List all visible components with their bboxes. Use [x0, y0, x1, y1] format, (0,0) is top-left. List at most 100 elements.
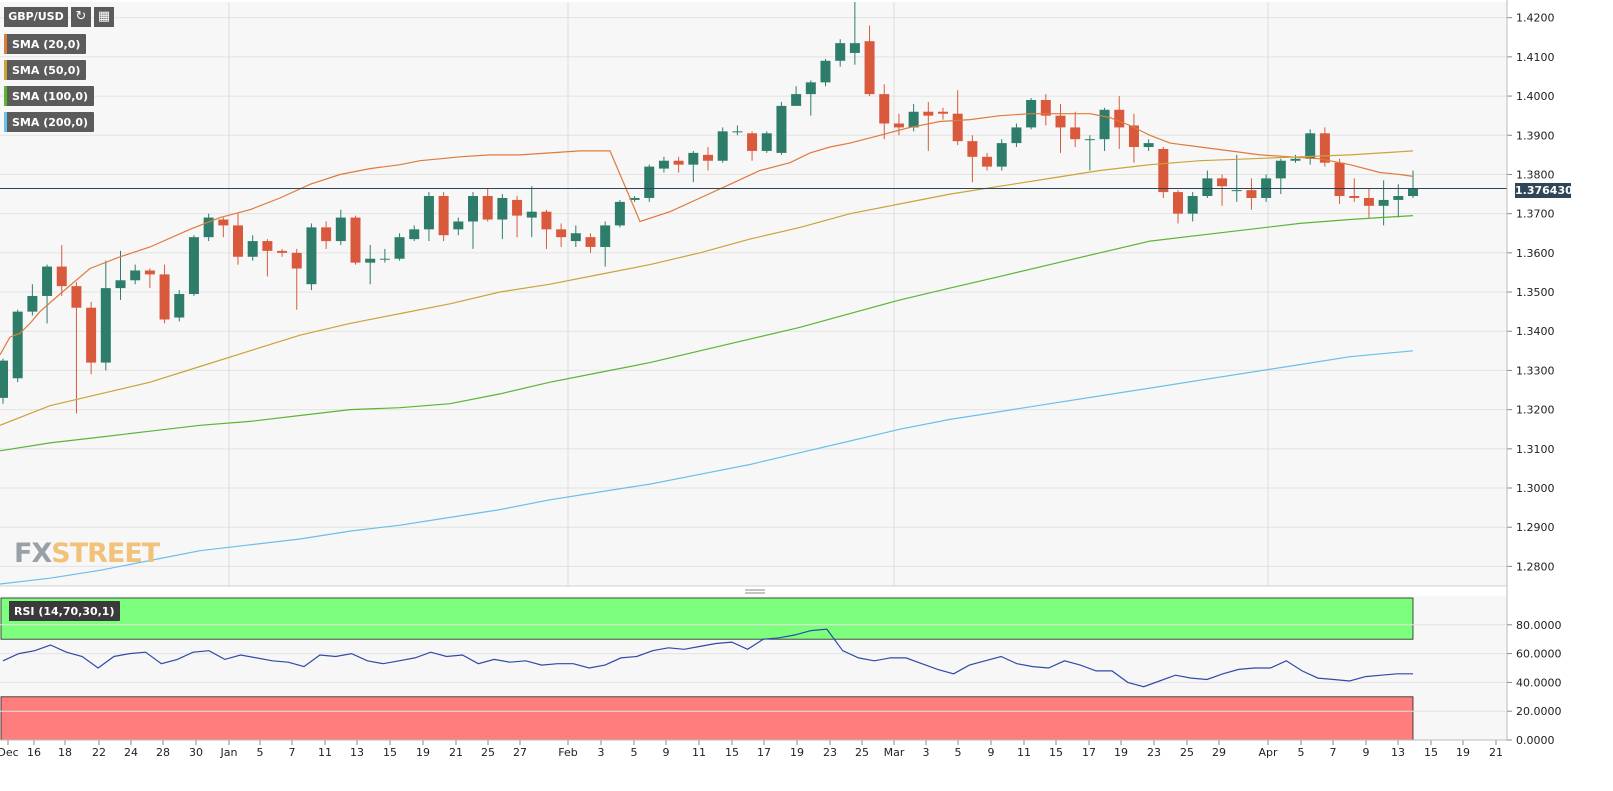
candle-body: [835, 43, 846, 61]
legend-sma-200[interactable]: SMA (200,0): [4, 112, 95, 132]
legend-swatch: [4, 112, 7, 132]
candle-body: [247, 241, 258, 257]
price-tick-label: 1.4100: [1516, 51, 1555, 64]
time-tick-label: 5: [955, 746, 962, 759]
candle-body: [262, 241, 273, 251]
time-tick-label: 5: [257, 746, 264, 759]
candle-body: [864, 41, 875, 95]
candle-body: [703, 154, 713, 161]
time-tick-label: 5: [631, 746, 638, 759]
price-tick-label: 1.3400: [1516, 325, 1555, 338]
legend-sma-50[interactable]: SMA (50,0): [4, 60, 87, 80]
time-tick-label: 29: [1212, 746, 1226, 759]
time-tick-label: 27: [513, 746, 527, 759]
legend-sma-100[interactable]: SMA (100,0): [4, 86, 95, 106]
candle-body: [409, 229, 420, 240]
time-tick-label: Apr: [1258, 746, 1278, 759]
candle-body: [923, 111, 934, 116]
candle-body: [188, 237, 199, 294]
time-tick-label: 11: [1017, 746, 1031, 759]
candle-body: [1084, 139, 1095, 141]
time-tick-label: 25: [1180, 746, 1194, 759]
candle-body: [761, 133, 772, 151]
candle-body: [321, 227, 332, 242]
time-tick-label: 19: [1456, 746, 1470, 759]
sma-line: [0, 150, 1414, 426]
candle-body: [291, 252, 302, 269]
candle-body: [306, 227, 317, 285]
time-tick-label: 15: [1049, 746, 1063, 759]
legend-sma-20[interactable]: SMA (20,0): [4, 34, 87, 54]
time-tick-label: 30: [189, 746, 203, 759]
candle-body: [952, 113, 963, 142]
candle-body: [423, 196, 434, 230]
rsi-tick-label: 60.0000: [1516, 648, 1562, 661]
time-tick-label: 21: [1489, 746, 1503, 759]
rsi-legend[interactable]: RSI (14,70,30,1): [6, 601, 121, 621]
candle-body: [1011, 127, 1022, 144]
candle-body: [42, 266, 53, 296]
candle-body: [1408, 188, 1418, 197]
candle-body: [614, 201, 625, 226]
time-tick-label: 17: [757, 746, 771, 759]
time-tick-label: 25: [855, 746, 869, 759]
candle-body: [938, 111, 948, 114]
last-price-tag: 1.376430: [1515, 183, 1573, 198]
candle-body: [1070, 127, 1081, 140]
price-tick-label: 1.4000: [1516, 90, 1555, 103]
candle-body: [86, 307, 97, 363]
legend-label: SMA (100,0): [12, 89, 89, 103]
time-tick-label: 19: [1114, 746, 1128, 759]
candle-body: [453, 221, 464, 230]
candle-body: [1114, 109, 1125, 128]
candle-body: [1275, 160, 1286, 179]
sma-line: [0, 350, 1414, 585]
time-tick-label: 15: [383, 746, 397, 759]
candle-body: [982, 156, 993, 167]
rsi-overbought-zone: [0, 597, 1414, 640]
candle-body: [1173, 192, 1183, 214]
sma-line: [0, 215, 1414, 452]
candle-body: [747, 133, 758, 151]
candle-body: [174, 294, 185, 318]
price-tick-label: 1.3200: [1516, 404, 1555, 417]
price-tick-label: 1.4200: [1516, 12, 1555, 25]
candle-body: [629, 197, 640, 200]
candle-body: [1246, 190, 1257, 198]
candle-body: [1055, 115, 1066, 128]
symbol-button[interactable]: GBP/USD: [4, 7, 68, 27]
time-tick-label: 24: [124, 746, 138, 759]
legend-label: SMA (20,0): [12, 37, 81, 51]
candle-body: [1378, 199, 1389, 206]
legend-label: SMA (200,0): [12, 115, 89, 129]
candle-body: [776, 105, 787, 153]
time-tick-label: 18: [58, 746, 72, 759]
candle-body: [717, 131, 728, 161]
candle-body: [585, 237, 596, 247]
candle-body: [1099, 109, 1110, 140]
candle-body: [1187, 196, 1198, 214]
candle-body: [1334, 162, 1345, 197]
candle-body: [673, 160, 684, 165]
time-tick-label: 23: [823, 746, 837, 759]
candle-body: [820, 60, 831, 83]
time-tick-label: 13: [350, 746, 364, 759]
legend-swatch: [6, 601, 9, 621]
candle-body: [1363, 197, 1374, 206]
price-panel: [0, 2, 1507, 586]
candle-body: [849, 43, 860, 53]
candle-body: [218, 219, 229, 226]
refresh-icon[interactable]: ↻: [71, 7, 91, 27]
time-tick-label: 15: [1424, 746, 1438, 759]
candle-body: [879, 94, 890, 124]
time-tick-label: 3: [923, 746, 930, 759]
time-tick-label: 23: [1147, 746, 1161, 759]
candle-body: [438, 196, 449, 236]
calendar-icon[interactable]: ▦: [94, 7, 114, 27]
candle-body: [908, 111, 919, 128]
candle-body: [688, 152, 699, 165]
candle-body: [100, 288, 111, 363]
candle-body: [12, 311, 23, 379]
candle-body: [71, 286, 82, 308]
